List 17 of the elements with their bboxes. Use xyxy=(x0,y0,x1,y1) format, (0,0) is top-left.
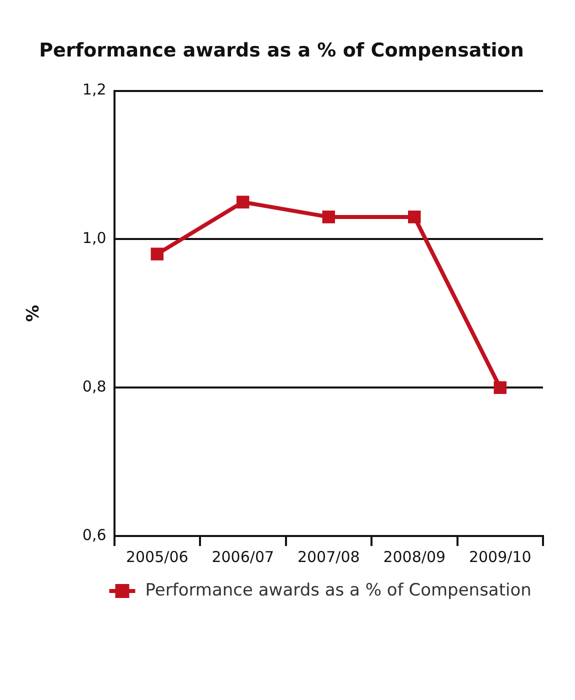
x-tick-label: 2007/08 xyxy=(297,548,360,566)
x-tick-label: 2009/10 xyxy=(468,548,532,566)
y-tick-label: 0,8 xyxy=(82,377,106,396)
y-tick-label: 0,6 xyxy=(82,526,106,544)
y-tick-label: 1,2 xyxy=(82,80,106,99)
x-tick-label: 2008/09 xyxy=(383,548,446,566)
point xyxy=(408,210,421,224)
y-tick-label: 1,0 xyxy=(82,229,106,248)
x-tick-label: 2006/07 xyxy=(212,548,274,566)
point xyxy=(322,210,335,224)
point xyxy=(236,196,250,208)
legend-label: Performance awards as a % of Compensation xyxy=(145,580,532,600)
x-tick-label: 2005/06 xyxy=(126,548,188,566)
point xyxy=(494,381,506,394)
chart-title: Performance awards as a % of Compensation xyxy=(39,39,524,62)
y-axis-title: % xyxy=(24,304,44,322)
point xyxy=(150,248,164,260)
